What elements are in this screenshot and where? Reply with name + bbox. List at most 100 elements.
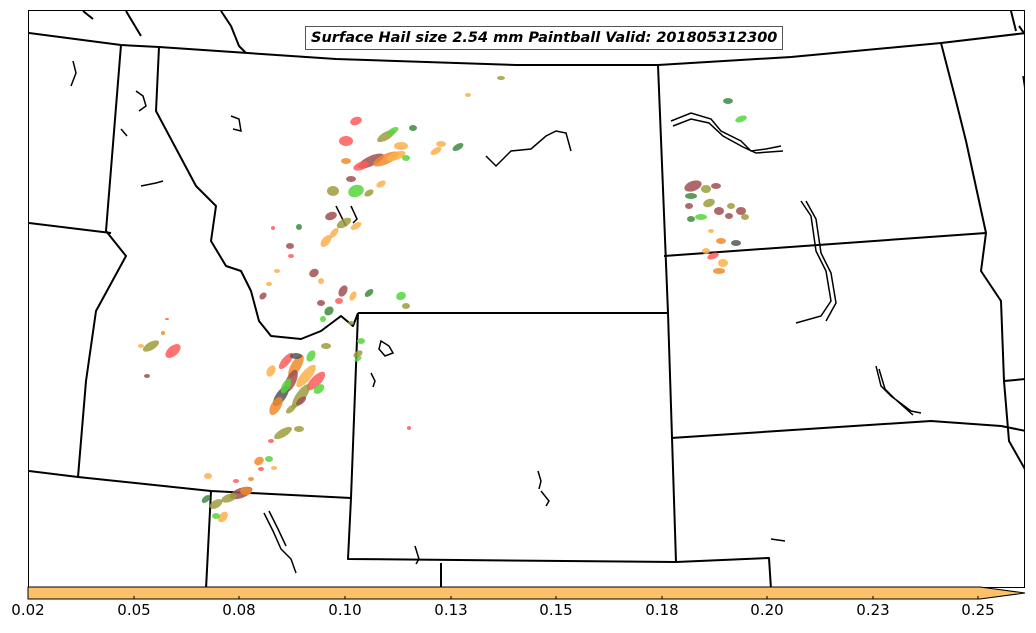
hail-paintball-blob <box>288 254 294 258</box>
hail-paintball-blob <box>702 248 710 254</box>
state-border-wy <box>358 64 669 314</box>
hail-paintball-blob <box>723 98 733 104</box>
state-border-north-idaho-montana <box>29 32 1024 66</box>
hail-paintball-blob <box>735 115 747 123</box>
state-border-id-mt <box>155 46 359 340</box>
hail-paintball-blob <box>306 350 316 362</box>
hail-paintball-blob <box>258 467 264 471</box>
hail-paintball-blob <box>165 344 181 358</box>
hail-paintball-blob <box>727 203 735 209</box>
lake-mt-3 <box>350 205 358 224</box>
colorbar-fill <box>27 586 1026 600</box>
lewis-clark-lake <box>875 365 922 416</box>
hail-paintball-blob <box>354 356 362 362</box>
hail-paintball-blob <box>296 396 306 406</box>
hail-paintball-blob <box>346 176 356 182</box>
map-canvas <box>29 11 1024 587</box>
hail-paintball-blob <box>436 141 446 147</box>
lake-wa-1 <box>70 60 77 87</box>
hail-paintball-blob <box>396 291 406 301</box>
hail-paintball-blob <box>731 240 741 246</box>
hail-paintball-blob <box>338 285 348 297</box>
lake-mt-1 <box>230 115 242 133</box>
hail-paintball-blob <box>313 384 325 394</box>
hail-paintball-blob <box>339 136 353 146</box>
hail-paintball-blob <box>394 142 408 150</box>
river-missouri-mt <box>485 130 572 168</box>
colorbar-tick-label: 0.23 <box>856 601 890 619</box>
hail-paintball-blob <box>201 495 211 503</box>
state-border-ks-ne <box>675 557 772 587</box>
state-border-wa-or <box>29 222 112 234</box>
hail-paintball-blob <box>348 184 364 198</box>
colorbar-tick-label: 0.10 <box>328 601 362 619</box>
state-border-ia <box>1003 378 1024 382</box>
lake-id-3 <box>140 180 164 187</box>
hail-paintball-blob <box>386 150 406 162</box>
hail-paintball-blob <box>286 243 294 249</box>
hail-paintball-blob <box>685 193 697 199</box>
hail-paintball-blob <box>266 282 272 286</box>
hail-paintball-blob <box>713 268 725 274</box>
map-panel: Surface Hail size 2.54 mm Paintball Vali… <box>28 10 1025 588</box>
hail-paintball-blob <box>274 426 292 440</box>
hail-paintball-blob <box>233 479 239 483</box>
hail-paintball-blob <box>357 338 365 344</box>
hail-paintball-blob <box>336 217 352 229</box>
hail-paintball-blob <box>348 321 354 325</box>
lake-mn-1 <box>1022 75 1024 88</box>
lake-co-2 <box>414 545 420 565</box>
hail-paintball-blob <box>138 344 144 348</box>
hail-paintball-blob <box>212 513 220 519</box>
hail-paintball-blob <box>341 158 351 164</box>
hail-paintball-blob <box>714 207 724 215</box>
hail-paintball-blob <box>317 300 325 306</box>
hail-paintball-blob <box>209 499 223 509</box>
hail-paintball-blob <box>364 189 374 197</box>
lake-sakakawea <box>670 112 784 154</box>
colorbar-tick-label: 0.08 <box>222 601 256 619</box>
hail-paintball-blob <box>296 224 302 230</box>
lake-co-1 <box>540 490 550 507</box>
colorbar-tick-label: 0.05 <box>117 601 151 619</box>
hail-paintball-blob <box>221 493 237 503</box>
hail-paintball-blob <box>325 211 337 221</box>
hail-paintball-blob <box>320 235 332 247</box>
hail-paintball-blob <box>254 456 264 466</box>
state-border-sd-ne <box>670 420 1024 439</box>
hail-paintball-blob <box>335 298 343 304</box>
lake-wy-2 <box>537 470 542 490</box>
state-border-wy-west <box>347 312 677 563</box>
hail-paintball-blob <box>430 147 442 155</box>
colorbar-tick-label: 0.18 <box>645 601 679 619</box>
hail-paintball-blob <box>165 318 169 320</box>
hail-paintball-blob <box>452 143 464 151</box>
hail-paintball-blob <box>271 466 277 470</box>
hail-paintball-blob <box>278 352 294 370</box>
hail-paintball-blob <box>296 364 316 388</box>
hail-paintball-blob <box>402 155 410 161</box>
hail-paintball-blob <box>353 350 363 358</box>
hail-paintball-blob <box>685 203 693 209</box>
hail-paintball-blob <box>266 365 276 377</box>
hail-paintball-blob <box>387 127 399 135</box>
paintball-blobs <box>138 76 749 523</box>
hail-paintball-blob <box>350 116 362 126</box>
map-title: Surface Hail size 2.54 mm Paintball Vali… <box>305 26 784 50</box>
hail-paintball-blob <box>240 487 252 495</box>
state-border-nd-mn <box>940 42 1024 470</box>
state-border-or-id <box>77 44 127 478</box>
hail-paintball-blob <box>711 183 721 189</box>
lake-id-2 <box>120 128 128 137</box>
hail-paintball-blob <box>725 213 733 219</box>
hail-paintball-blob <box>271 226 275 230</box>
hail-paintball-blob <box>269 396 283 416</box>
colorbar-tick-label: 0.15 <box>539 601 573 619</box>
hail-paintball-blob <box>741 214 749 220</box>
hail-paintball-blob <box>290 353 302 359</box>
lake-ne-1 <box>770 538 786 542</box>
lake-id-1 <box>135 90 147 112</box>
colorbar-tick-label: 0.25 <box>961 601 995 619</box>
lake-wy-1 <box>370 372 376 388</box>
colorbar <box>27 586 1026 600</box>
